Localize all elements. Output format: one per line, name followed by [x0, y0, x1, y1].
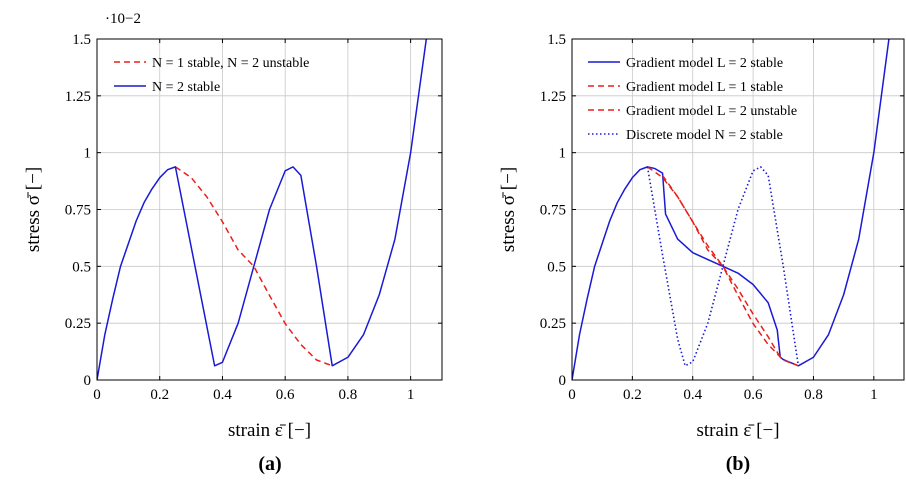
y-tick-label: 1.25	[540, 89, 566, 105]
series-line-2	[647, 166, 799, 367]
y-tick-label: 0	[84, 373, 92, 389]
panel-a: 0 0.2 0.4 0.6 0.8 1 0 0.25 0.5 0.75 1 1.25 1.5 strain…	[23, 11, 443, 475]
y-axis-label: stress σ̄ [−]	[23, 167, 44, 252]
x-tick-label: 0.8	[339, 387, 358, 403]
y-tick-label: 1.5	[547, 32, 566, 48]
legend: Gradient model L = 2 stable Gradient mode…	[588, 56, 797, 143]
legend: N = 1 stable, N = 2 unstable N = 2 stable	[114, 56, 309, 95]
series-line-1	[572, 39, 890, 380]
y-tick-label: 0.75	[540, 203, 566, 219]
legend-label: Gradient model L = 1 stable	[626, 80, 783, 95]
x-tick-label: 0.4	[213, 387, 232, 403]
panel-label: (b)	[726, 453, 750, 475]
y-tick-label: 0.5	[72, 259, 91, 275]
y-tick-label: 0	[559, 373, 567, 389]
x-tick-label: 0.2	[150, 387, 169, 403]
panel-label: (a)	[258, 453, 281, 475]
y-tick-label: 0.75	[65, 203, 91, 219]
series-line-3	[661, 174, 781, 358]
y-tick-label: 1.5	[72, 32, 91, 48]
x-tick-label: 0.4	[683, 387, 702, 403]
x-tick-label: 0.2	[623, 387, 642, 403]
series-line-1	[174, 166, 333, 367]
x-tick-label: 0.6	[744, 387, 763, 403]
y-tick-label: 0.25	[65, 316, 91, 332]
x-tick-label: 0.6	[276, 387, 295, 403]
legend-label: Discrete model N = 2 stable	[626, 128, 783, 143]
x-tick-label: 0.8	[804, 387, 823, 403]
series-line-2	[97, 39, 428, 380]
y-tick-label: 0.5	[547, 259, 566, 275]
legend-label: Gradient model L = 2 stable	[626, 56, 783, 71]
legend-label: Gradient model L = 2 unstable	[626, 104, 797, 119]
y-tick-label: 1	[559, 146, 567, 162]
x-tick-label: 1	[870, 387, 878, 403]
x-tick-label: 0	[93, 387, 101, 403]
series-group	[572, 39, 890, 380]
series-group	[97, 39, 428, 380]
legend-label: N = 2 stable	[152, 80, 220, 95]
x-axis-label: strain ε̄ [−]	[696, 420, 779, 441]
y-tick-label: 1	[84, 146, 92, 162]
y-tick-label: 1.25	[65, 89, 91, 105]
panel-b: 0 0.2 0.4 0.6 0.8 1 0 0.25 0.5 0.75 1 1.25 1.5 strain…	[498, 32, 905, 475]
y-scale-note: ·10−2	[105, 11, 141, 27]
y-axis-label: stress σ̄ [−]	[498, 167, 519, 252]
x-axis-label: strain ε̄ [−]	[228, 420, 311, 441]
x-tick-label: 0	[568, 387, 576, 403]
y-tick-label: 0.25	[540, 316, 566, 332]
legend-label: N = 1 stable, N = 2 unstable	[152, 56, 309, 71]
x-tick-label: 1	[407, 387, 415, 403]
